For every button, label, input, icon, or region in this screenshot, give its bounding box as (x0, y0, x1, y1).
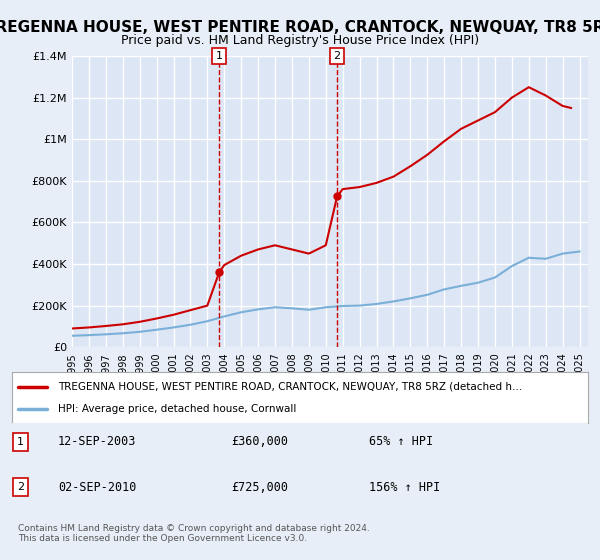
Text: TREGENNA HOUSE, WEST PENTIRE ROAD, CRANTOCK, NEWQUAY, TR8 5RZ (detached h…: TREGENNA HOUSE, WEST PENTIRE ROAD, CRANT… (58, 381, 523, 391)
Text: 02-SEP-2010: 02-SEP-2010 (58, 480, 136, 493)
Text: Contains HM Land Registry data © Crown copyright and database right 2024.
This d: Contains HM Land Registry data © Crown c… (18, 524, 370, 543)
Text: £360,000: £360,000 (231, 435, 288, 449)
Text: 12-SEP-2003: 12-SEP-2003 (58, 435, 136, 449)
Text: 2: 2 (334, 51, 341, 61)
Text: TREGENNA HOUSE, WEST PENTIRE ROAD, CRANTOCK, NEWQUAY, TR8 5RZ: TREGENNA HOUSE, WEST PENTIRE ROAD, CRANT… (0, 20, 600, 35)
Text: 156% ↑ HPI: 156% ↑ HPI (369, 480, 440, 493)
Text: £725,000: £725,000 (231, 480, 288, 493)
Text: 65% ↑ HPI: 65% ↑ HPI (369, 435, 433, 449)
Text: 2: 2 (17, 482, 24, 492)
Text: HPI: Average price, detached house, Cornwall: HPI: Average price, detached house, Corn… (58, 404, 296, 414)
Text: 1: 1 (215, 51, 223, 61)
Text: Price paid vs. HM Land Registry's House Price Index (HPI): Price paid vs. HM Land Registry's House … (121, 34, 479, 46)
Text: 1: 1 (17, 437, 24, 447)
